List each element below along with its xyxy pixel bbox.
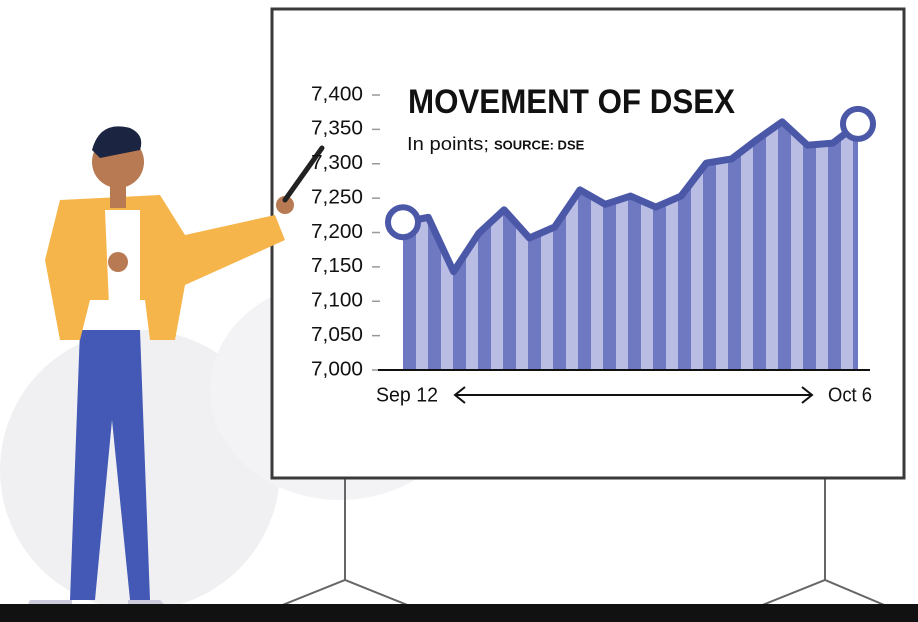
y-tick-label: 7,050: [311, 324, 363, 346]
chart-subtitle: In points;: [407, 134, 489, 154]
floor: [0, 604, 918, 622]
y-tick-label: 7,250: [311, 186, 363, 208]
y-tick-label: 7,150: [311, 255, 363, 277]
chart-source: SOURCE: DSE: [494, 137, 585, 152]
x-tick-label: Oct 6: [828, 384, 872, 406]
x-tick-label: Sep 12: [376, 384, 438, 406]
infographic: MOVEMENT OF DSEX In points; SOURCE: DSE …: [0, 0, 918, 622]
y-tick-label: 7,200: [311, 221, 363, 243]
end-marker: [388, 207, 418, 237]
y-tick-label: 7,350: [311, 118, 363, 140]
y-tick-label: 7,000: [311, 358, 363, 380]
y-tick-label: 7,300: [311, 152, 363, 174]
end-marker: [843, 109, 873, 139]
chart-title: MOVEMENT OF DSEX: [408, 83, 735, 121]
y-tick-label: 7,400: [311, 83, 363, 105]
y-tick-label: 7,100: [311, 290, 363, 312]
